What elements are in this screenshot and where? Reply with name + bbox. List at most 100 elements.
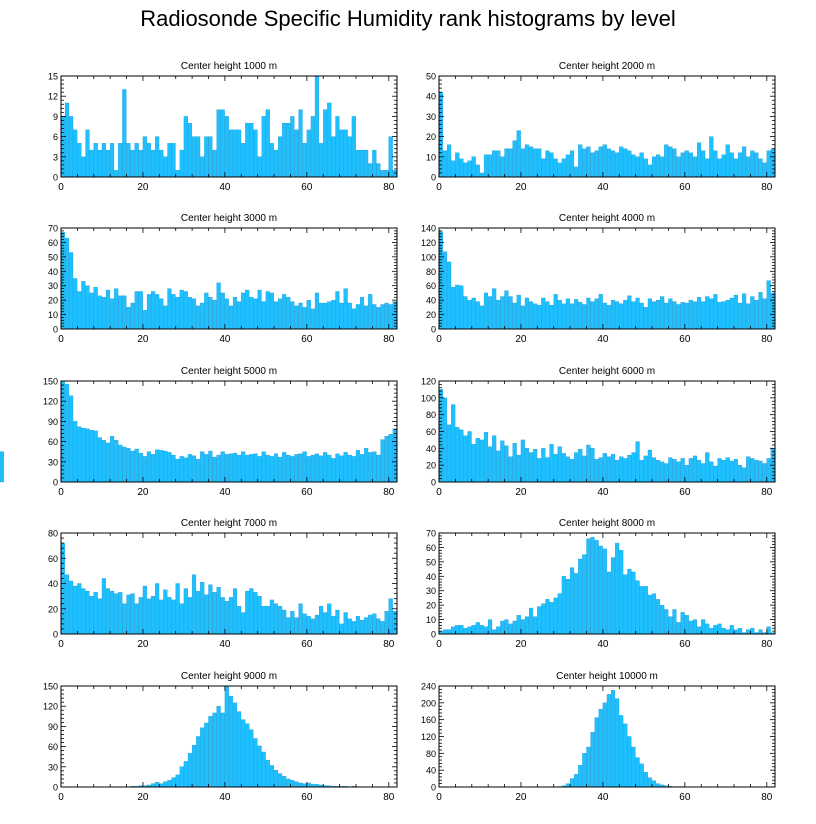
x-tick-label: 80: [383, 334, 395, 345]
histogram-bar: [302, 783, 307, 788]
histogram-bar: [492, 629, 497, 635]
histogram-bar: [208, 450, 213, 483]
histogram-bar: [574, 774, 579, 788]
histogram-bar: [97, 295, 102, 330]
histogram-bar: [483, 154, 489, 178]
y-tick-label: 40: [426, 766, 436, 776]
histogram-bar: [705, 158, 710, 178]
histogram-bar: [447, 144, 452, 178]
y-tick-label: 120: [43, 397, 58, 407]
histogram-bar: [615, 152, 620, 178]
histogram-bar: [713, 625, 718, 635]
histogram-bar: [541, 158, 546, 178]
histogram-bar: [754, 459, 759, 483]
histogram-bar: [138, 597, 143, 635]
histogram-bar: [664, 144, 669, 178]
histogram-bar: [762, 162, 767, 178]
histogram-bar: [318, 302, 324, 330]
histogram-bar: [347, 302, 352, 330]
histogram-bar: [187, 454, 192, 483]
histogram-bar: [122, 89, 127, 178]
histogram-bar: [516, 615, 521, 635]
histogram-bar: [89, 292, 94, 330]
x-tick-label: 40: [219, 487, 231, 498]
histogram-bar: [639, 586, 644, 635]
histogram-bar: [392, 611, 397, 635]
histogram-bar: [680, 458, 685, 483]
histogram-bar: [171, 777, 176, 788]
panel-title: Center height 6000 m: [559, 366, 655, 377]
histogram-bar: [253, 453, 258, 483]
histogram-bar: [310, 454, 315, 483]
histogram-bar: [602, 453, 607, 483]
histogram-bar: [265, 291, 270, 330]
histogram-bar: [574, 166, 579, 178]
histogram-bar: [286, 122, 291, 178]
y-tick-label: 0: [53, 783, 58, 793]
histogram-bar: [758, 158, 763, 178]
histogram-bar: [142, 136, 147, 178]
histogram-bar: [594, 717, 599, 788]
y-tick-label: 40: [426, 444, 436, 454]
x-tick-label: 60: [301, 639, 313, 650]
histogram-bar: [488, 619, 493, 635]
histogram-bar: [582, 554, 587, 635]
histogram-bar: [208, 716, 213, 788]
histogram-bar: [643, 772, 648, 788]
x-tick-label: 60: [679, 639, 691, 650]
histogram-bar: [545, 599, 550, 635]
histogram-bar: [619, 715, 624, 788]
histogram-bar: [372, 451, 377, 483]
histogram-bar: [725, 144, 730, 178]
histogram-bar: [81, 588, 86, 635]
histogram-bar: [479, 172, 484, 178]
y-tick-label: 0: [53, 630, 58, 640]
histogram-bar: [306, 782, 311, 788]
histogram-bar: [368, 614, 373, 635]
histogram-bar: [561, 158, 566, 178]
histogram-bar: [306, 456, 311, 483]
histogram-bar: [574, 299, 579, 330]
histogram-bar: [557, 446, 562, 483]
histogram-bar: [85, 129, 90, 178]
histogram-bar: [269, 765, 274, 788]
histogram-bar: [327, 102, 332, 178]
histogram-bar: [69, 580, 74, 635]
histogram-bar: [155, 583, 160, 635]
histogram-bar: [245, 590, 250, 635]
histogram-bar: [261, 751, 266, 788]
histogram-bar: [81, 156, 86, 178]
histogram-bar: [688, 458, 693, 483]
histogram-bar: [541, 603, 546, 635]
histogram-bar: [606, 694, 611, 788]
histogram-bar: [110, 436, 115, 483]
histogram-bar: [355, 304, 360, 330]
histogram-bar: [335, 116, 340, 178]
histogram-bar: [553, 294, 558, 330]
histogram-bar: [155, 782, 160, 788]
histogram-bar: [488, 296, 493, 330]
histogram-bar: [216, 587, 221, 635]
histogram-bar: [586, 297, 591, 330]
histogram-bar: [290, 611, 295, 635]
histogram-bar: [553, 158, 558, 178]
histogram-bar: [512, 443, 517, 483]
y-tick-label: 120: [421, 377, 436, 387]
histogram-bar: [273, 770, 279, 788]
histogram-bar: [269, 143, 274, 178]
histogram-bar: [191, 298, 197, 330]
histogram-bar: [578, 558, 583, 635]
histogram-bar: [709, 136, 714, 178]
histogram-bar: [479, 305, 484, 330]
histogram-bar: [541, 448, 546, 483]
histogram-bar: [187, 297, 192, 330]
y-tick-label: 100: [421, 252, 436, 262]
histogram-bar: [220, 292, 225, 330]
histogram-bar: [339, 623, 344, 635]
histogram-bar: [208, 584, 213, 635]
histogram-bar: [69, 116, 74, 178]
histogram-bar: [688, 152, 693, 178]
histogram-bar: [359, 454, 365, 483]
histogram-bar: [721, 628, 726, 635]
y-tick-label: 0: [53, 478, 58, 488]
